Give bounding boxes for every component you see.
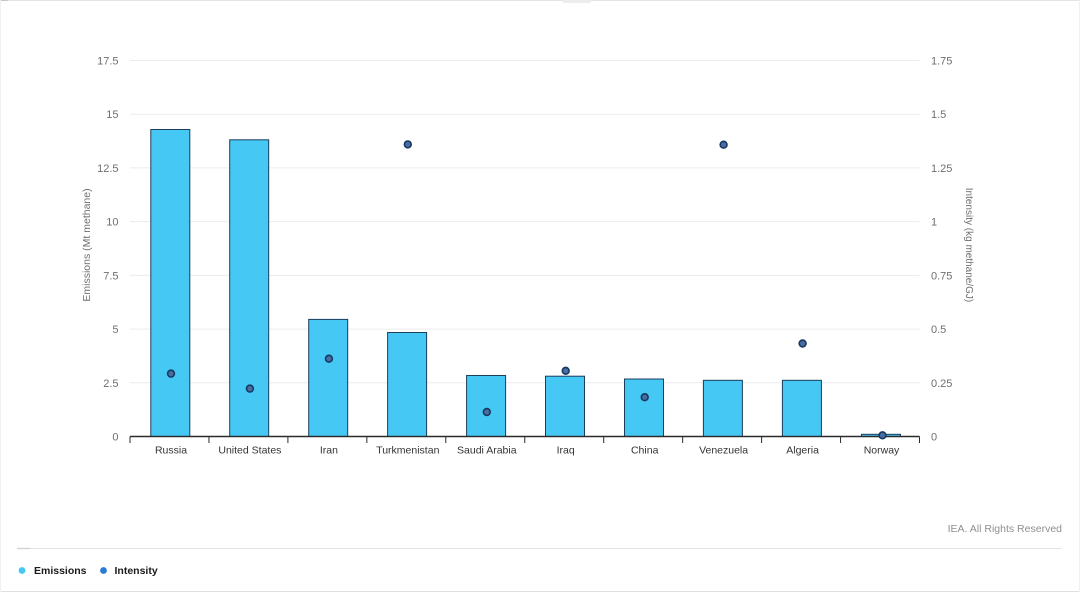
svg-text:1.5: 1.5	[931, 109, 946, 121]
svg-text:12.5: 12.5	[97, 163, 118, 175]
svg-text:5: 5	[112, 324, 118, 336]
svg-text:Iraq: Iraq	[557, 445, 575, 457]
svg-text:Algeria: Algeria	[786, 445, 819, 457]
svg-text:Russia: Russia	[155, 445, 187, 457]
svg-text:2.5: 2.5	[103, 378, 118, 390]
svg-text:0.25: 0.25	[931, 378, 952, 390]
svg-text:IEA. All Rights Reserved: IEA. All Rights Reserved	[948, 523, 1063, 535]
svg-text:Emissions (Mt methane): Emissions (Mt methane)	[81, 188, 93, 301]
svg-text:Iran: Iran	[320, 445, 338, 457]
svg-text:0.5: 0.5	[931, 324, 946, 336]
svg-text:1.75: 1.75	[931, 56, 952, 68]
svg-text:0: 0	[931, 432, 937, 444]
svg-text:Norway: Norway	[864, 445, 900, 457]
svg-text:1.25: 1.25	[931, 163, 952, 175]
svg-text:0.75: 0.75	[931, 270, 952, 282]
svg-text:15: 15	[106, 109, 118, 121]
svg-text:Intensity (kg methane/GJ): Intensity (kg methane/GJ)	[963, 188, 974, 303]
svg-text:17.5: 17.5	[97, 56, 118, 68]
svg-text:United States: United States	[218, 445, 281, 457]
svg-text:Emissions: Emissions	[34, 565, 87, 577]
svg-text:1: 1	[931, 217, 937, 229]
svg-text:China: China	[631, 445, 659, 457]
svg-text:7.5: 7.5	[103, 270, 118, 282]
svg-text:Intensity: Intensity	[115, 565, 158, 577]
svg-text:0: 0	[112, 432, 118, 444]
svg-text:Saudi Arabia: Saudi Arabia	[457, 445, 517, 457]
svg-text:Venezuela: Venezuela	[699, 445, 748, 457]
svg-text:Turkmenistan: Turkmenistan	[376, 445, 439, 457]
svg-text:10: 10	[106, 217, 118, 229]
